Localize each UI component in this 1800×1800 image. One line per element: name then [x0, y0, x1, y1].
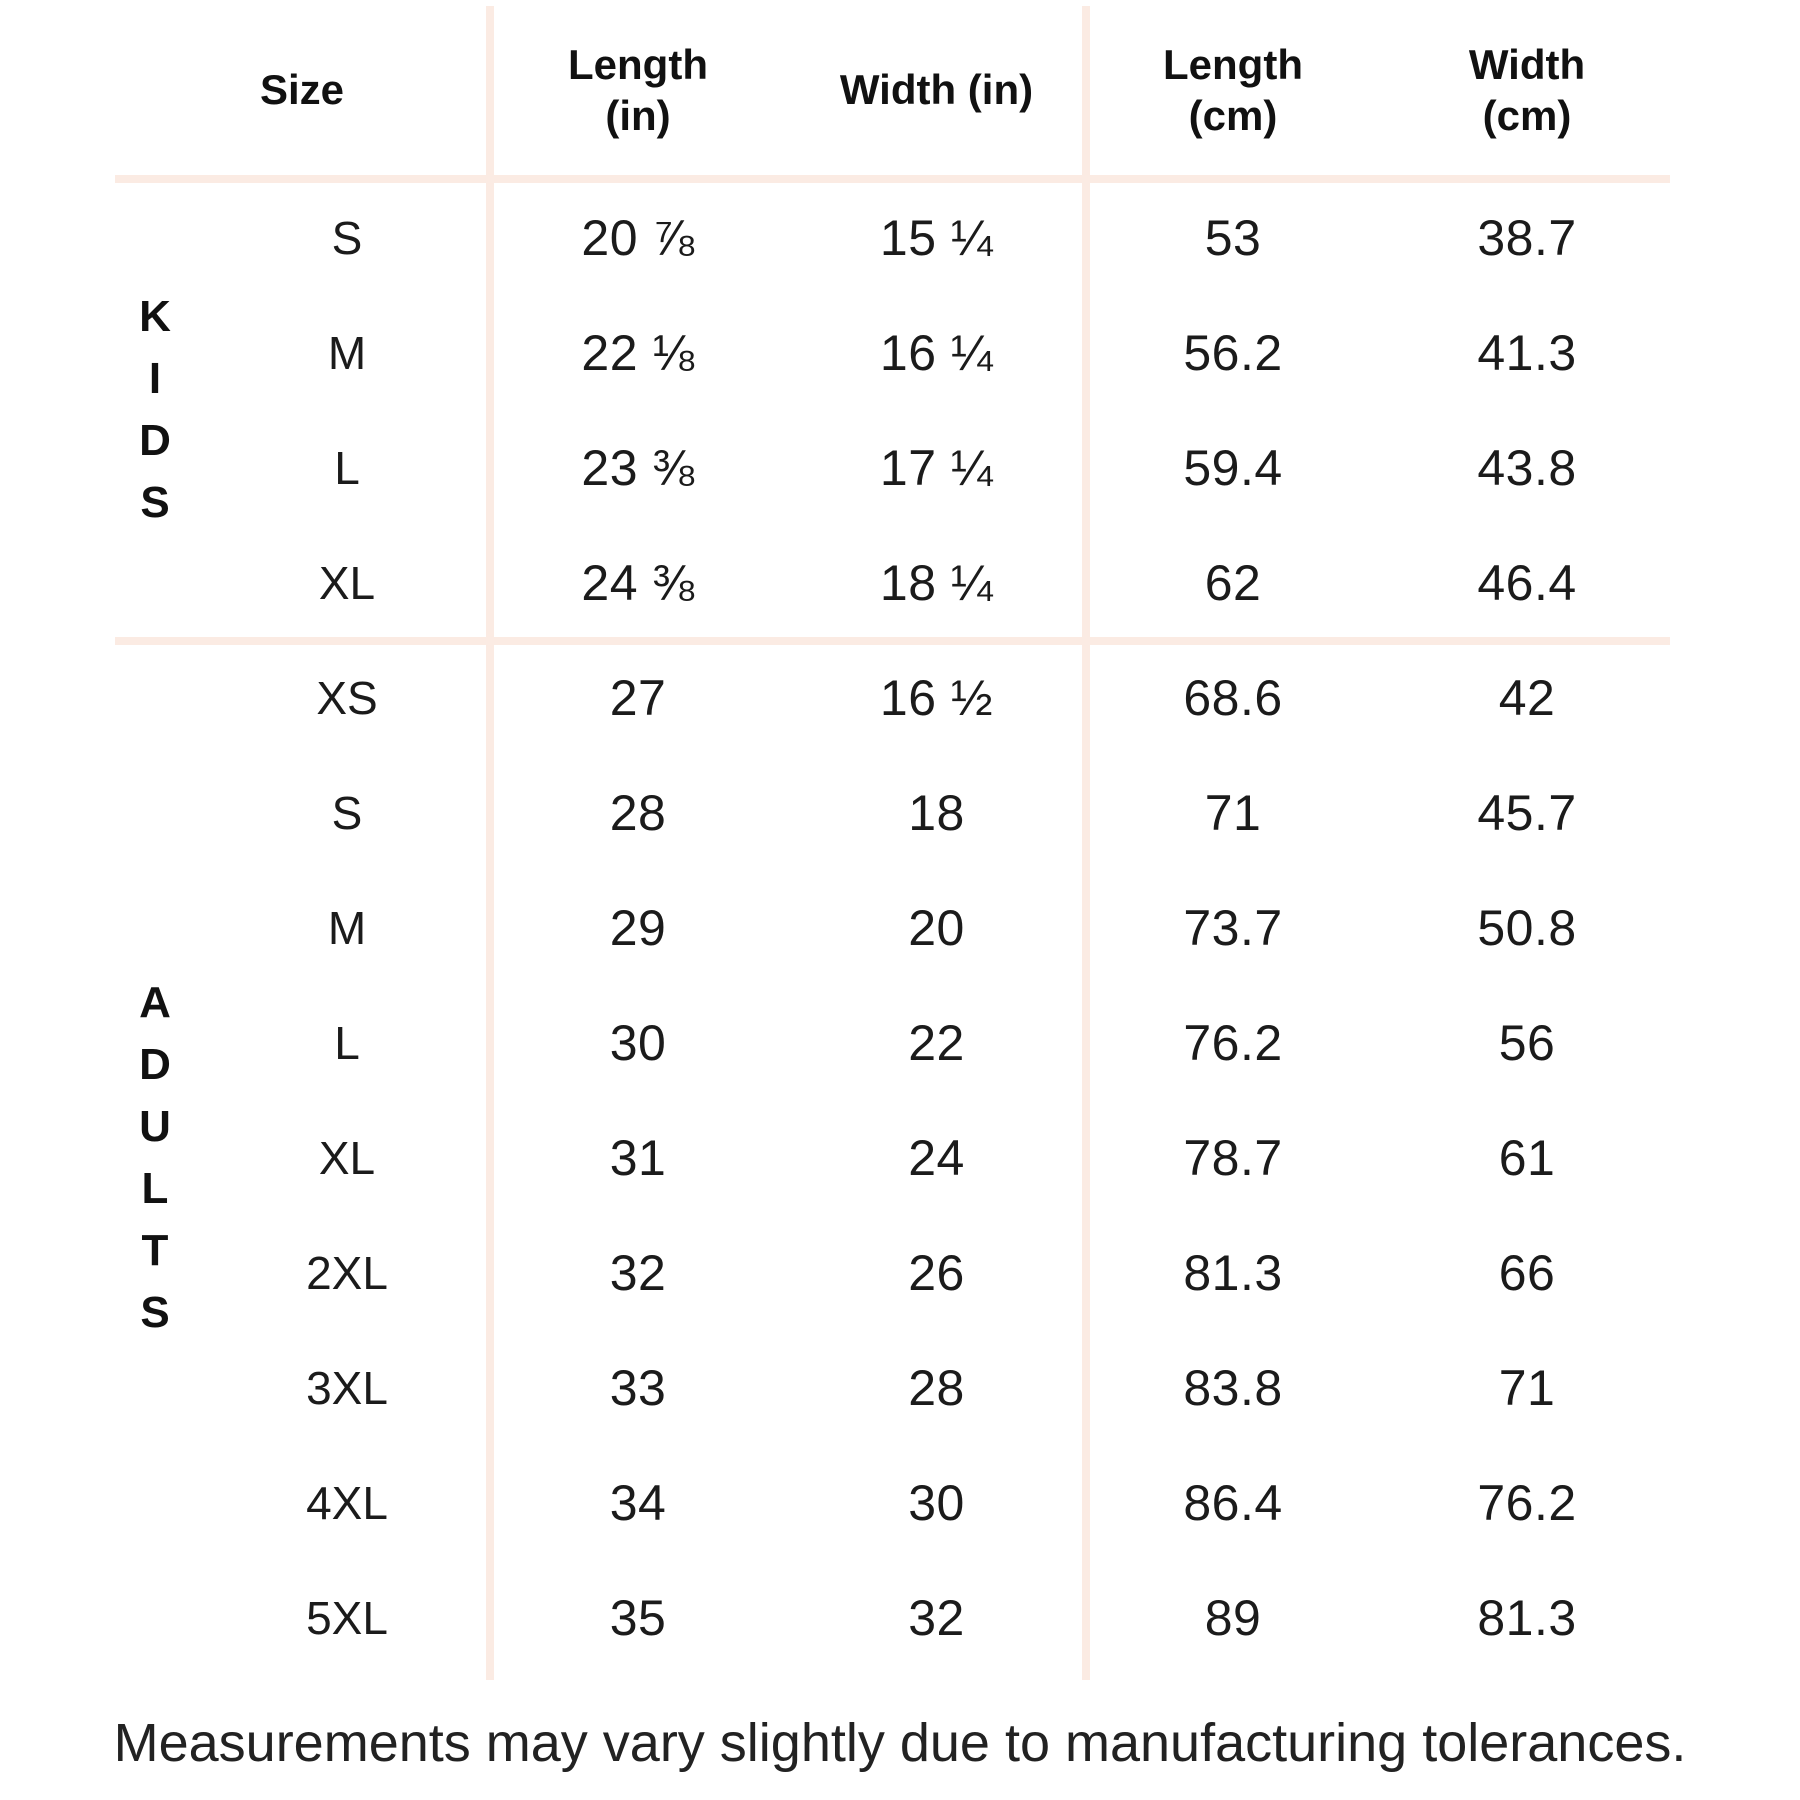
measurement-value: 20	[908, 899, 965, 956]
size-label: 3XL	[306, 1361, 388, 1414]
size-label: XL	[318, 1131, 376, 1184]
measurement-value: 81.3	[1477, 1589, 1577, 1646]
size-label: M	[327, 901, 367, 954]
size-label: 4XL	[306, 1476, 388, 1529]
measurement-value: 28	[609, 784, 667, 841]
measurement-value: 45.7	[1477, 784, 1577, 841]
measurement-value: 31	[609, 1129, 667, 1186]
measurement-value: 16 ½	[879, 669, 994, 726]
size-label: XL	[318, 556, 376, 609]
measurement-value: 62	[1204, 554, 1262, 611]
measurement-value: 33	[609, 1359, 667, 1416]
kids-adults-divider-line	[115, 637, 1670, 645]
measurement-value: 24 ⅜	[581, 554, 695, 611]
measurement-value: 30	[908, 1474, 965, 1531]
measurement-value: 20 ⅞	[581, 209, 695, 266]
measurement-value: 68.6	[1183, 669, 1283, 726]
measurement-value: 18 ¼	[879, 554, 994, 611]
size-label: XS	[316, 671, 378, 724]
measurement-value: 43.8	[1477, 439, 1577, 496]
measurement-value: 29	[609, 899, 667, 956]
measurement-value: 35	[609, 1589, 667, 1646]
measurement-value: 71	[1204, 784, 1262, 841]
measurement-value: 38.7	[1477, 209, 1577, 266]
size-label: 2XL	[306, 1246, 388, 1299]
size-label: M	[327, 326, 367, 379]
header-width-in: Width (in)	[839, 66, 1034, 114]
measurement-value: 28	[908, 1359, 965, 1416]
measurement-value: 59.4	[1183, 439, 1283, 496]
measurement-value: 24	[908, 1129, 965, 1186]
measurement-value: 34	[609, 1474, 667, 1531]
measurement-value: 83.8	[1183, 1359, 1283, 1416]
column-divider-left	[486, 6, 494, 1680]
measurement-value: 61	[1498, 1129, 1556, 1186]
measurement-value: 76.2	[1477, 1474, 1577, 1531]
measurement-value: 41.3	[1477, 324, 1577, 381]
header-length-cm: Length (cm)	[1163, 40, 1303, 139]
measurement-value: 17 ¼	[879, 439, 994, 496]
size-label: L	[334, 1016, 360, 1069]
measurement-value: 81.3	[1183, 1244, 1283, 1301]
header-length-in: Length (in)	[568, 40, 708, 139]
size-label: S	[331, 786, 363, 839]
measurement-value: 32	[609, 1244, 667, 1301]
measurement-value: 86.4	[1183, 1474, 1283, 1531]
measurement-value: 71	[1498, 1359, 1556, 1416]
measurement-value: 53	[1204, 209, 1262, 266]
measurement-value: 56	[1498, 1014, 1556, 1071]
header-width-cm: Width (cm)	[1468, 40, 1586, 139]
size-label: S	[331, 211, 363, 264]
size-label: L	[334, 441, 360, 494]
column-divider-right	[1082, 6, 1090, 1680]
measurement-value: 73.7	[1183, 899, 1283, 956]
measurement-value: 15 ¼	[879, 209, 994, 266]
measurement-value: 78.7	[1183, 1129, 1283, 1186]
measurement-value: 26	[908, 1244, 965, 1301]
disclaimer-note: Measurements may vary slightly due to ma…	[113, 1713, 1687, 1773]
measurement-value: 56.2	[1183, 324, 1283, 381]
measurement-value: 66	[1498, 1244, 1556, 1301]
header-size: Size	[259, 66, 345, 114]
size-label: 5XL	[306, 1591, 388, 1644]
measurement-value: 23 ⅜	[581, 439, 695, 496]
measurement-value: 18	[908, 784, 965, 841]
measurement-value: 30	[609, 1014, 667, 1071]
header-divider-line	[115, 175, 1670, 183]
measurement-value: 46.4	[1477, 554, 1577, 611]
measurement-value: 89	[1204, 1589, 1262, 1646]
measurement-value: 16 ¼	[879, 324, 994, 381]
measurement-value: 22 ⅛	[581, 324, 695, 381]
measurement-value: 32	[908, 1589, 965, 1646]
measurement-value: 76.2	[1183, 1014, 1283, 1071]
measurement-value: 27	[609, 669, 667, 726]
measurement-value: 22	[908, 1014, 965, 1071]
size-table: Size Length (in) Width (in) Length (cm) …	[205, 0, 1674, 1675]
measurement-value: 42	[1498, 669, 1556, 726]
measurement-value: 50.8	[1477, 899, 1577, 956]
